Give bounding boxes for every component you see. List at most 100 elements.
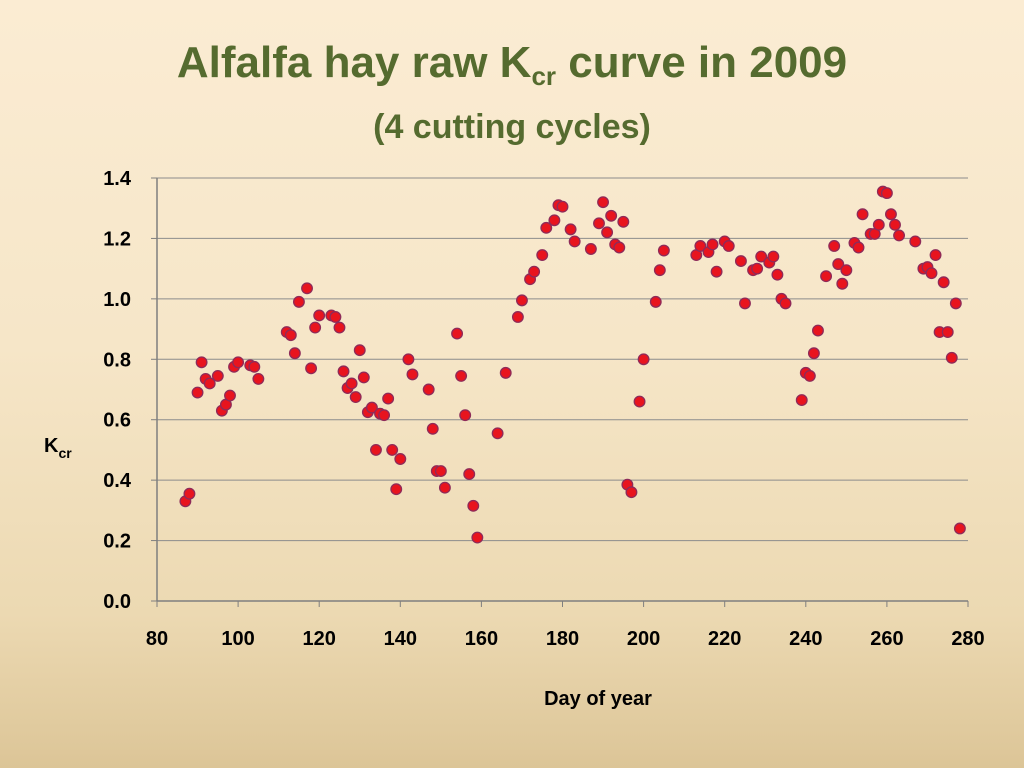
data-points: [179, 185, 966, 544]
data-point: [548, 214, 561, 227]
data-point: [191, 386, 204, 399]
data-point: [832, 258, 845, 271]
data-point: [459, 409, 472, 422]
y-axis-label: Kcr: [44, 435, 72, 461]
data-point: [941, 326, 954, 339]
data-point: [755, 250, 768, 263]
x-tick-label: 200: [627, 628, 660, 650]
data-point: [183, 487, 196, 500]
data-point: [767, 250, 780, 263]
data-point: [402, 353, 415, 366]
data-point: [337, 365, 350, 378]
title-tail: curve in 2009: [556, 38, 848, 87]
data-point: [540, 221, 553, 234]
data-point: [511, 311, 524, 323]
data-point: [795, 394, 808, 407]
data-point: [584, 243, 597, 255]
data-point: [872, 218, 885, 231]
data-point: [451, 327, 464, 340]
data-point: [365, 401, 378, 414]
data-point: [803, 369, 816, 382]
data-point: [840, 264, 853, 277]
data-point: [248, 360, 261, 373]
x-tick-label: 220: [708, 628, 741, 650]
data-point: [288, 347, 301, 360]
x-tick-label: 80: [146, 628, 168, 650]
x-tick-label: 260: [870, 628, 903, 650]
x-tick-label: 140: [384, 628, 417, 650]
slide-title: Alfalfa hay raw Kcr curve in 2009: [0, 38, 1024, 92]
data-point: [605, 209, 618, 222]
data-point: [613, 241, 626, 254]
data-point: [568, 235, 581, 248]
data-point: [422, 383, 435, 396]
y-tick-label: 1.4: [103, 168, 132, 190]
data-point: [949, 297, 962, 310]
data-point: [751, 262, 764, 275]
data-point: [625, 486, 638, 499]
data-point: [357, 371, 370, 384]
data-point: [203, 377, 216, 390]
data-point: [807, 347, 820, 360]
data-point: [536, 249, 549, 261]
data-point: [195, 356, 208, 369]
data-point: [779, 297, 792, 310]
data-point: [305, 362, 318, 375]
data-point: [771, 268, 784, 281]
data-point: [828, 240, 841, 252]
data-point: [211, 369, 224, 382]
data-point: [597, 196, 610, 209]
data-point: [313, 309, 326, 322]
y-tick-label: 1.0: [103, 289, 131, 311]
data-point: [706, 238, 719, 251]
data-point: [252, 372, 265, 385]
data-point: [345, 377, 358, 390]
data-point: [852, 241, 865, 254]
data-point: [836, 277, 849, 290]
data-point: [426, 422, 439, 435]
data-point: [739, 297, 751, 310]
tick-labels: 0.0 0.2 0.4 0.6 0.8 1.0 1.2 1.4 80 100 120 140 160 18…: [103, 168, 985, 650]
data-point: [893, 229, 906, 242]
data-point: [467, 499, 480, 512]
x-tick-label: 240: [789, 628, 822, 650]
data-point: [710, 265, 723, 278]
data-point: [353, 344, 366, 357]
data-point: [633, 395, 646, 408]
data-point: [349, 391, 362, 404]
data-point: [390, 483, 403, 496]
data-point: [556, 200, 569, 213]
data-point: [333, 321, 346, 334]
data-point: [309, 321, 322, 334]
data-point: [292, 295, 305, 308]
data-point: [386, 443, 399, 456]
data-point: [812, 324, 824, 337]
data-point: [224, 389, 236, 402]
data-point: [463, 468, 476, 481]
data-point: [909, 235, 922, 248]
data-point: [945, 351, 958, 364]
data-point: [722, 240, 735, 252]
x-tick-label: 100: [221, 628, 254, 650]
data-point: [953, 522, 966, 535]
data-point: [880, 187, 893, 200]
y-tick-label: 0.0: [103, 591, 131, 613]
slide-subtitle: (4 cutting cycles): [373, 108, 651, 146]
data-point: [885, 208, 897, 221]
data-point: [394, 453, 407, 465]
data-point: [528, 265, 541, 278]
data-point: [491, 427, 504, 440]
data-point: [617, 215, 630, 228]
data-point: [649, 295, 662, 308]
data-point: [284, 329, 297, 342]
data-point: [516, 294, 528, 307]
data-point: [889, 218, 901, 231]
data-point: [929, 249, 942, 261]
data-point: [564, 223, 577, 236]
data-point: [637, 353, 650, 366]
data-point: [593, 217, 605, 230]
data-point: [382, 392, 395, 405]
data-point: [657, 244, 670, 257]
data-point: [471, 531, 484, 544]
